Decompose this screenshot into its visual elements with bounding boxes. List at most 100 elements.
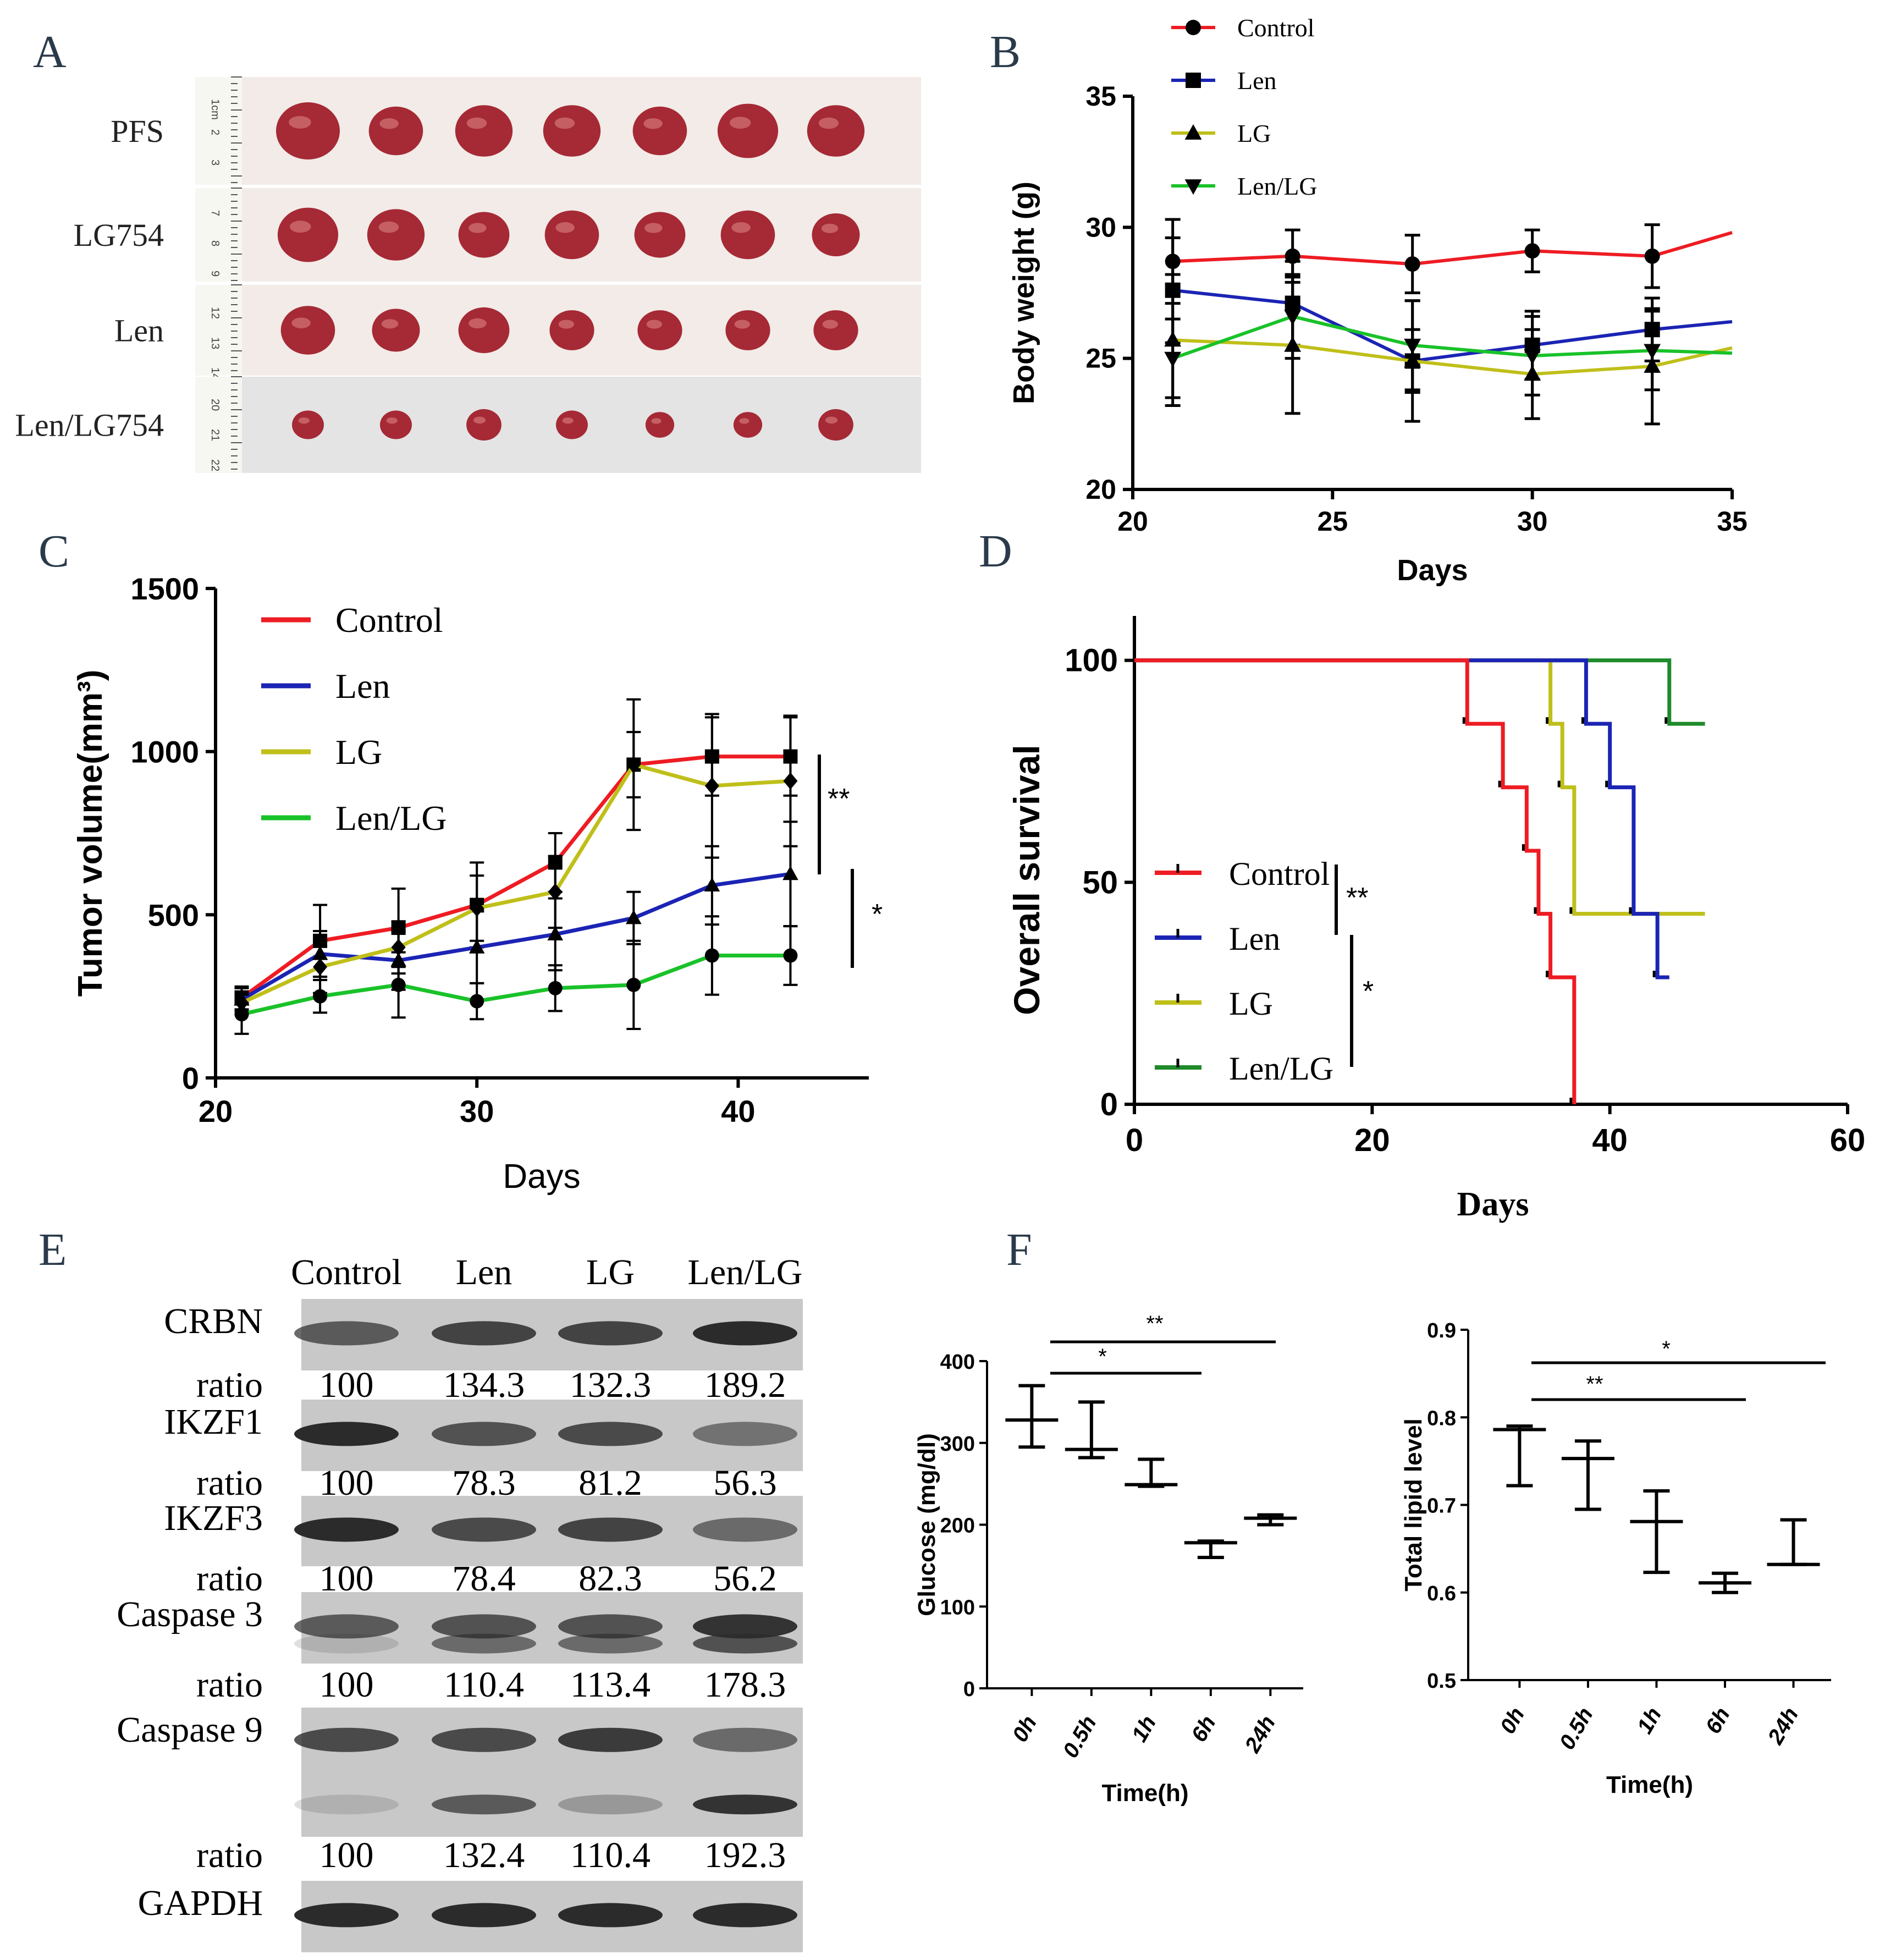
x-tick-label: 0h [1008, 1712, 1041, 1746]
row-label-len: Len [114, 313, 164, 349]
y-tick-label: 20 [1085, 474, 1116, 505]
tumor [812, 213, 860, 256]
y-tick-label: 100 [940, 1596, 975, 1619]
legend-marker-lg [1184, 124, 1202, 140]
panel-e-western-blot: Control Len LG Len/LG CRBN ratio 100 134.3 132.3… [117, 1252, 803, 1952]
x-tick-label: 25 [1318, 506, 1348, 537]
ratio-value: 100 [319, 1559, 374, 1599]
tumor [818, 409, 853, 441]
data-point-len-lg [1644, 344, 1661, 360]
tumor [380, 410, 412, 439]
tumor [632, 106, 687, 156]
tumor-highlight [291, 317, 311, 328]
y-tick-label: 100 [1065, 643, 1118, 679]
blot-band [432, 1517, 536, 1542]
y-axis-label: Total lipid level [1400, 1418, 1427, 1592]
tumor [280, 306, 335, 355]
x-axis-label: Time(h) [1606, 1771, 1693, 1798]
panel-f-lipid-chart: 0.5 0.6 0.7 0.8 0.9 0h 0.5h 1h 6h 24h Time(h) Total… [1400, 1319, 1831, 1798]
ratio-value: 110.4 [444, 1665, 524, 1705]
blot-band [693, 1517, 797, 1542]
tumor-highlight [289, 115, 311, 129]
y-tick-label: 35 [1085, 81, 1116, 112]
ratio-value: 189.2 [704, 1365, 786, 1405]
ratio-value: 78.4 [452, 1559, 516, 1599]
legend-label-len: Len [1229, 921, 1280, 957]
significance-label: * [872, 899, 883, 931]
blot-band [294, 1727, 399, 1752]
column-header-len-lg: Len/LG [688, 1252, 803, 1292]
blot-band-cleaved [294, 1794, 399, 1815]
significance-label: * [1098, 1345, 1107, 1369]
blot-label-ikzf1: IKZF1 [164, 1402, 263, 1442]
y-tick-label: 0.8 [1427, 1407, 1456, 1430]
blot-band [558, 1903, 663, 1928]
blot-band-cleaved [294, 1633, 399, 1654]
significance-label: ** [828, 783, 850, 815]
tumor-highlight [739, 418, 749, 424]
panel-letter-a: A [33, 26, 67, 78]
tumor [645, 412, 675, 438]
tumor-highlight [646, 320, 663, 329]
ruler-label: 1cm [209, 99, 221, 120]
data-point-lg [704, 777, 719, 795]
ratio-value: 192.3 [704, 1835, 786, 1875]
blot-band-cleaved [558, 1633, 663, 1654]
tumor-highlight [731, 222, 751, 233]
blot-band [294, 1321, 399, 1346]
x-tick-label: 60 [1830, 1122, 1866, 1158]
x-tick-label: 35 [1717, 506, 1748, 537]
ratio-label: ratio [196, 1835, 263, 1875]
blot-band-cleaved [693, 1633, 797, 1654]
x-tick-label: 40 [1592, 1122, 1628, 1158]
legend-marker-len [1186, 73, 1201, 88]
ruler-label: 12 [209, 307, 221, 319]
ruler-label: 3 [209, 159, 221, 166]
tumor [637, 310, 682, 350]
ruler-label: 14 [209, 367, 221, 379]
tumor-highlight [473, 416, 486, 424]
blot-band [432, 1903, 536, 1928]
y-tick-label: 1000 [130, 735, 199, 769]
data-point-len-lg [1284, 310, 1302, 326]
tumor [458, 307, 510, 354]
data-point-lg [783, 772, 798, 790]
ruler [195, 77, 242, 185]
panel-d-survival-chart: 0 20 40 60 0 50 100 Days Overall survival Control… [1006, 616, 1865, 1223]
tumor-highlight [555, 222, 575, 233]
tumor-highlight [729, 117, 751, 129]
x-tick-label: 20 [199, 1094, 233, 1128]
tumor-highlight [821, 223, 839, 233]
y-tick-label: 1500 [130, 571, 199, 606]
data-point-control [1404, 256, 1420, 272]
tumor [372, 309, 420, 352]
tumor-highlight [644, 223, 663, 233]
tumor-highlight [822, 320, 839, 329]
tumor-highlight [469, 318, 487, 329]
tumor [458, 212, 510, 258]
tumor-highlight [298, 417, 310, 424]
data-point-lg [313, 958, 328, 976]
tumor [455, 105, 513, 157]
legend-label-lg: LG [335, 733, 382, 772]
ratio-label: ratio [196, 1365, 263, 1405]
ruler-label: 22 [209, 459, 221, 471]
y-axis-label: Overall survival [1006, 745, 1047, 1015]
tumor [733, 412, 763, 438]
data-point-len-lg [548, 981, 563, 995]
blot-band-cleaved [432, 1794, 536, 1815]
tumor [813, 310, 858, 350]
x-axis-label: Days [503, 1158, 580, 1196]
data-point-len-lg [1404, 338, 1421, 354]
legend-label-len-lg: Len/LG [1229, 1050, 1333, 1087]
x-tick-label: 40 [721, 1094, 755, 1128]
data-point-control [1644, 248, 1660, 264]
legend-label-control: Control [1237, 14, 1315, 42]
blot-band [558, 1517, 663, 1542]
y-axis-label: Body weight (g) [1007, 181, 1040, 404]
tumor [717, 103, 779, 158]
ruler-label: 21 [209, 429, 221, 441]
blot-band [432, 1614, 536, 1639]
blot-band [294, 1614, 399, 1639]
